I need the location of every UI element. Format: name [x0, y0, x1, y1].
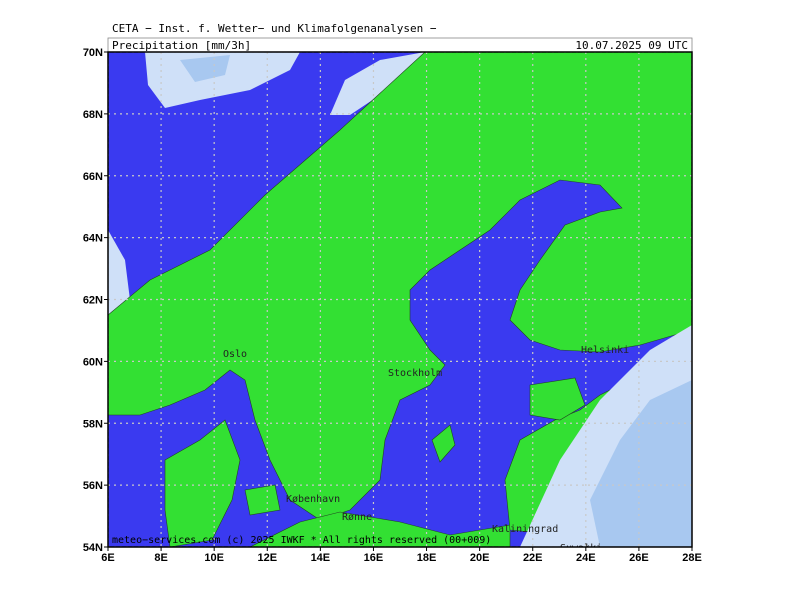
axes: 54N 56N 58N 60N 62N 64N 66N 68N 70N 6E 8E 10E 12E 14E… [83, 47, 702, 564]
graticule [108, 52, 692, 547]
city-label: Stockholm [388, 368, 442, 379]
lon-tick-label: 18E [417, 552, 437, 564]
precip-area [630, 500, 690, 540]
lat-tick-label: 60N [83, 356, 103, 368]
lon-tick-label: 22E [523, 552, 543, 564]
credit: meteo−services.com (c) 2025 IWKF * All r… [112, 535, 491, 546]
precip-area [145, 52, 300, 108]
land [431, 424, 456, 463]
lon-tick-label: 12E [257, 552, 277, 564]
lat-tick-label: 68N [83, 109, 103, 121]
lon-tick-label: 14E [311, 552, 331, 564]
lon-tick-label: 8E [154, 552, 167, 564]
valid-time: 10.07.2025 09 UTC [575, 39, 688, 52]
precip-area [330, 52, 425, 115]
city-label: Suwałki [560, 543, 602, 554]
lon-tick-label: 6E [101, 552, 114, 564]
lon-tick-label: 20E [470, 552, 490, 564]
lon-tick-label: 26E [629, 552, 649, 564]
city-label: København [286, 494, 340, 505]
lat-tick-label: 54N [83, 542, 103, 554]
lat-tick-label: 58N [83, 418, 103, 430]
lon-tick-label: 16E [364, 552, 384, 564]
city-label: Rønne [342, 512, 372, 523]
parameter-label: Precipitation [mm/3h] [112, 39, 251, 52]
land [244, 484, 281, 516]
land [529, 377, 586, 421]
header-title: CETA − Inst. f. Wetter− und Klimafolgena… [112, 22, 437, 35]
lat-tick-label: 66N [83, 171, 103, 183]
lat-tick-label: 62N [83, 295, 103, 307]
city-label: Kaliningrad [492, 524, 558, 535]
land [249, 511, 511, 547]
land [164, 419, 241, 547]
city-label: Oslo [223, 349, 247, 360]
lat-tick-label: 64N [83, 233, 103, 245]
lat-tick-label: 56N [83, 480, 103, 492]
lat-tick-label: 70N [83, 47, 103, 59]
precip-area [180, 55, 230, 82]
lon-tick-label: 24E [576, 552, 596, 564]
lon-tick-label: 10E [204, 552, 224, 564]
lon-tick-label: 28E [682, 552, 702, 564]
city-label: Helsinki [581, 345, 629, 356]
